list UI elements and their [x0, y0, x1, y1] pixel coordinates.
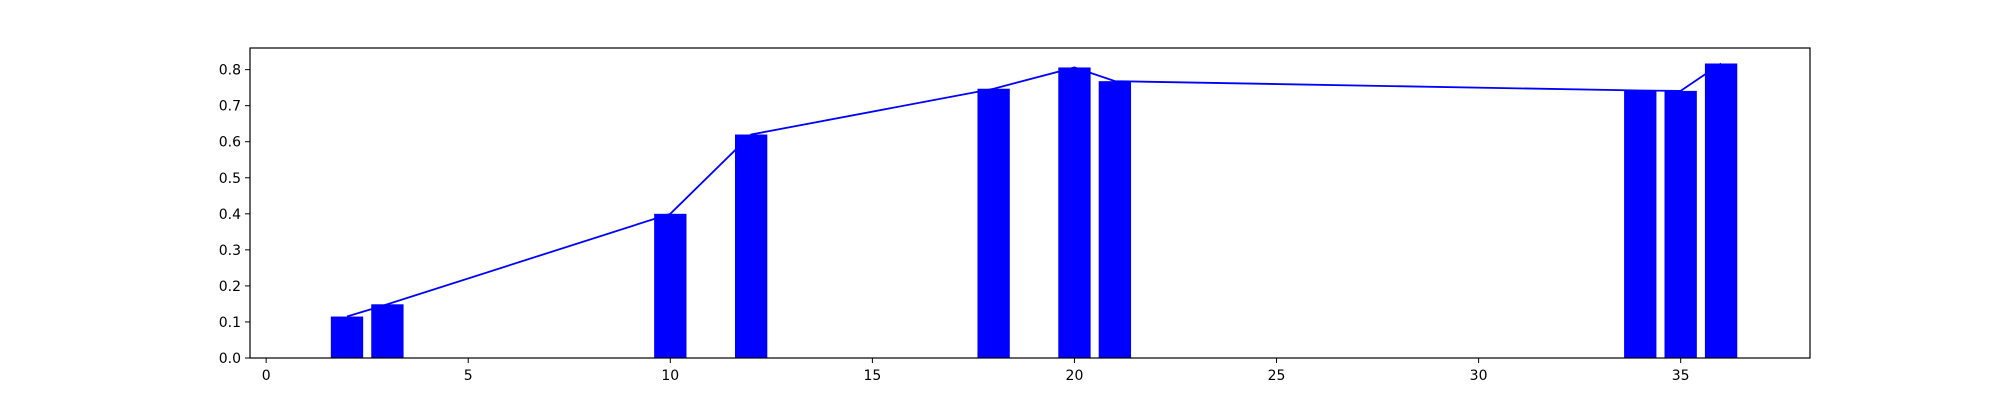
x-tick-label-2: 10 [661, 368, 679, 384]
bar-1 [371, 304, 404, 358]
bar-4 [977, 88, 1010, 359]
plot-frame [249, 47, 1811, 359]
y-tick-label-8: 0.8 [219, 63, 241, 79]
x-axis: 0 5 10 15 20 25 30 35 [262, 358, 1690, 384]
bar-2 [654, 213, 687, 358]
bar-8 [1664, 90, 1697, 358]
y-tick-label-7: 0.7 [219, 99, 241, 115]
y-tick-label-3: 0.3 [219, 243, 241, 259]
x-tick-label-6: 30 [1470, 368, 1488, 384]
y-tick-label-0: 0.0 [219, 351, 241, 367]
bar-0 [330, 316, 364, 358]
x-tick-label-1: 5 [464, 368, 473, 384]
bar-3 [734, 134, 768, 358]
bar-9 [1704, 63, 1738, 358]
y-axis: 0.0 0.1 0.2 0.3 0.4 0.5 0.6 0.7 0.8 [219, 63, 250, 367]
y-tick-label-6: 0.6 [219, 135, 241, 151]
series-line [346, 62, 1722, 318]
x-tick-label-0: 0 [262, 368, 271, 384]
y-tick-label-5: 0.5 [219, 171, 241, 187]
bar-5 [1058, 67, 1091, 358]
y-tick-label-1: 0.1 [219, 315, 241, 331]
line-layer [346, 62, 1722, 318]
y-tick-label-4: 0.4 [219, 207, 241, 223]
bar-6 [1098, 81, 1132, 359]
bars-layer [330, 63, 1738, 359]
x-tick-label-7: 35 [1672, 368, 1690, 384]
x-tick-label-5: 25 [1268, 368, 1286, 384]
x-tick-label-3: 15 [863, 368, 881, 384]
y-tick-label-2: 0.2 [219, 279, 241, 295]
x-tick-label-4: 20 [1066, 368, 1084, 384]
bar-7 [1624, 90, 1657, 358]
